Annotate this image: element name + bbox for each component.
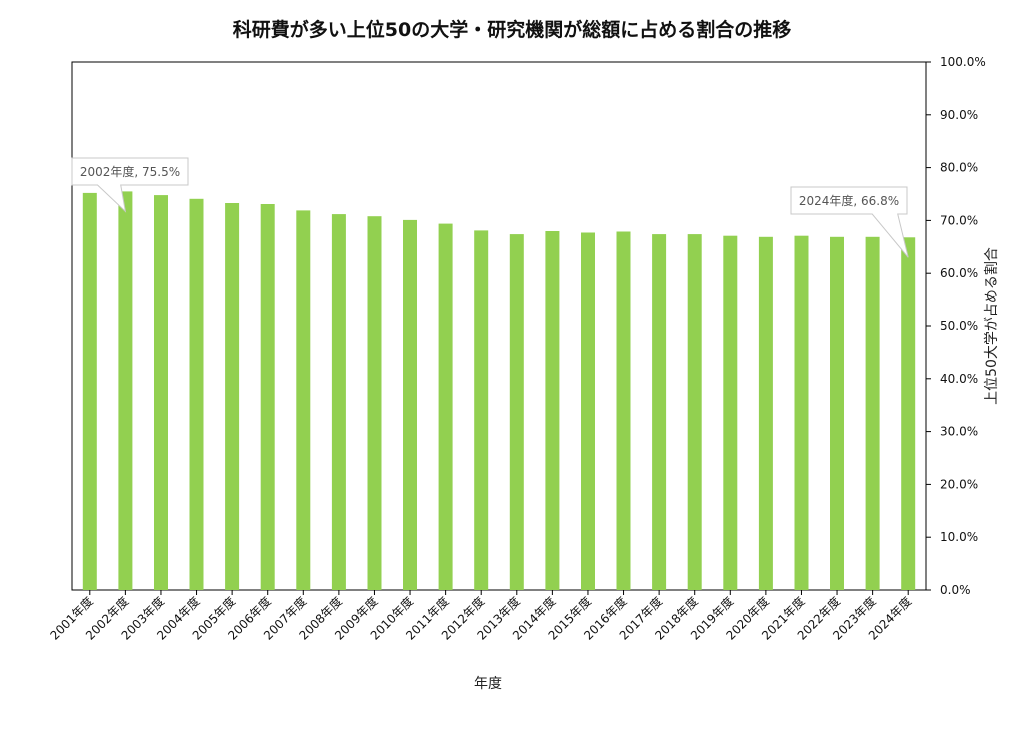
- bar: [367, 216, 382, 590]
- y-tick-label: 20.0%: [940, 477, 978, 491]
- y-tick-label: 50.0%: [940, 319, 978, 333]
- data-callout-box: [71, 157, 189, 213]
- data-callout-box: [790, 186, 909, 258]
- bar: [723, 235, 738, 590]
- bar: [830, 236, 844, 591]
- bar: [82, 192, 97, 590]
- bar: [687, 234, 702, 590]
- y-tick-label: 30.0%: [940, 425, 978, 439]
- bar: [438, 223, 453, 590]
- callouts-group: 2002年度, 75.5% 2024年度, 66.8%: [71, 157, 909, 258]
- bar: [616, 231, 631, 590]
- bar: [758, 236, 773, 591]
- bar: [865, 236, 880, 591]
- bar: [901, 237, 916, 591]
- bar: [296, 210, 311, 590]
- x-axis-label: 年度: [474, 676, 502, 692]
- y-tick-label: 80.0%: [940, 161, 978, 175]
- bar: [794, 235, 809, 590]
- y-tick-label: 70.0%: [940, 213, 978, 227]
- bar: [509, 234, 524, 590]
- bar: [474, 230, 489, 590]
- bar: [545, 231, 560, 590]
- bar: [189, 198, 204, 591]
- bars-group: [82, 191, 916, 591]
- y-tick-label: 60.0%: [940, 266, 978, 280]
- y-tick-label: 10.0%: [940, 530, 978, 544]
- y-ticks-group: 0.0% 10.0% 20.0% 30.0% 40.0% 50.0% 60.0% 70.0% 8…: [926, 55, 986, 597]
- bar: [154, 195, 168, 590]
- bar: [403, 219, 417, 590]
- data-callout-label: 2002年度, 75.5%: [80, 164, 180, 179]
- y-tick-label: 90.0%: [940, 108, 978, 122]
- chart-title: 科研費が多い上位50の大学・研究機関が総額に占める割合の推移: [233, 18, 791, 41]
- y-axis-label: 上位50大学が占める割合: [983, 247, 1000, 405]
- y-tick-label: 0.0%: [940, 583, 971, 597]
- bar: [581, 232, 595, 590]
- bar: [225, 203, 240, 590]
- y-tick-label: 40.0%: [940, 372, 978, 386]
- y-tick-label: 100.0%: [940, 55, 986, 69]
- bar: [652, 234, 667, 590]
- x-ticks-group: 2001年度2002年度2003年度2004年度2005年度2006年度2007…: [47, 590, 914, 643]
- bar: [260, 204, 275, 590]
- bar: [331, 214, 346, 590]
- data-callout-label: 2024年度, 66.8%: [799, 193, 899, 208]
- bar: [118, 191, 133, 590]
